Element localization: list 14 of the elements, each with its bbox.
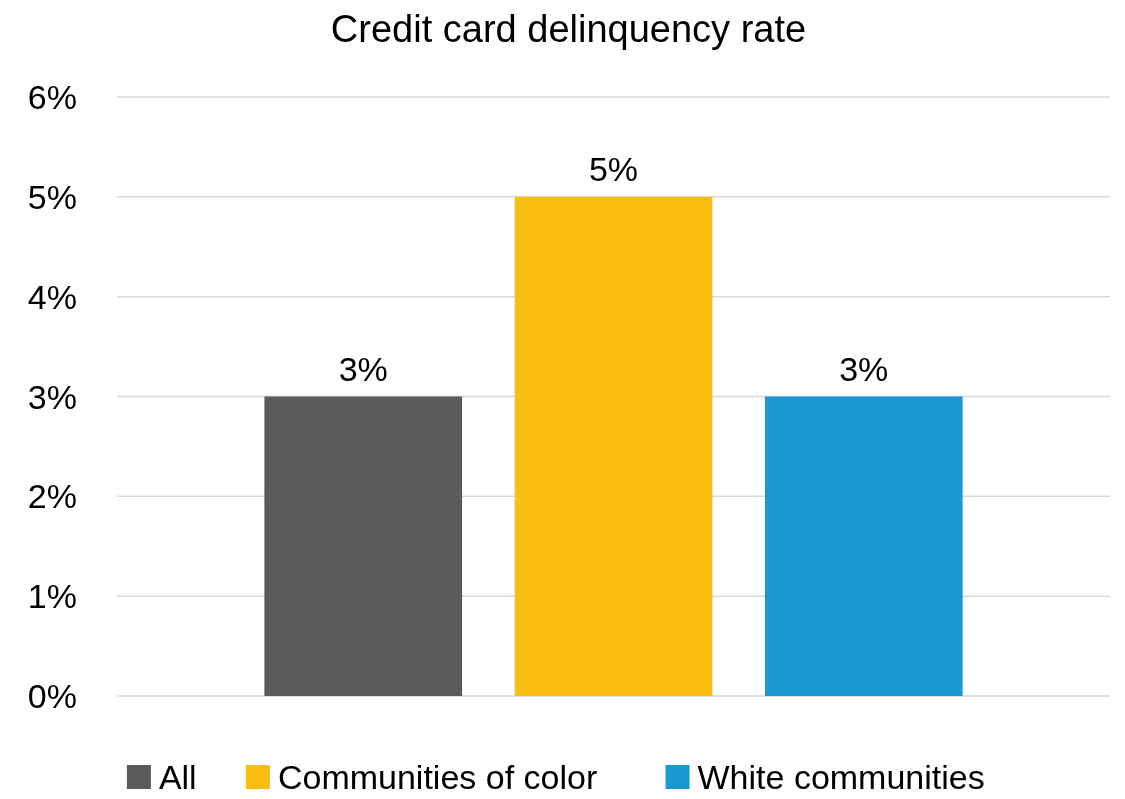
y-tick-label: 0% [27,677,77,715]
y-tick-label: 6% [27,78,77,116]
data-label: 3% [839,349,889,388]
legend-label: Communities of color [277,758,598,796]
y-tick-label: 5% [27,177,77,216]
chart-title: Credit card delinquency rate [330,8,807,50]
legend-label: White communities [697,758,985,796]
y-tick-label: 1% [27,577,77,616]
y-tick-label: 4% [27,277,77,316]
data-label: 5% [588,149,639,188]
y-tick-label: 3% [27,377,77,416]
data-label: 3% [338,349,388,388]
y-tick-label: 2% [27,477,77,516]
legend-label: All [158,758,197,796]
